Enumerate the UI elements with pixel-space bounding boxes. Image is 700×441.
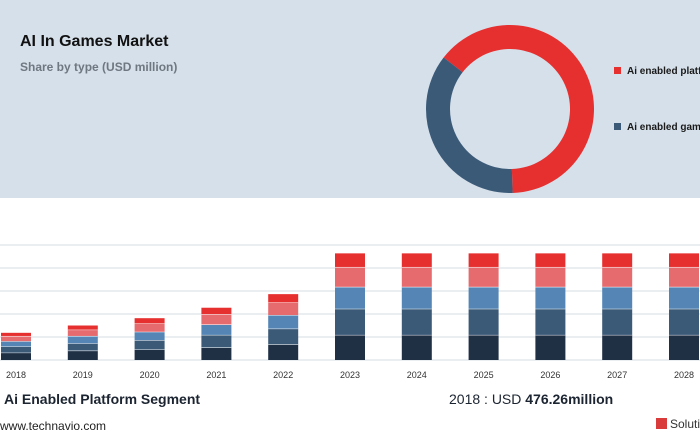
- bar-segment: [535, 266, 566, 287]
- chart-subtitle: Share by type (USD million): [20, 60, 178, 74]
- bar-segment: [401, 308, 432, 335]
- brand-logo: Solutions: [656, 417, 700, 431]
- bar-segment: [268, 328, 299, 345]
- legend-swatch-platform: [614, 67, 621, 74]
- donut-chart: [426, 25, 594, 193]
- bar-segment: [67, 343, 98, 351]
- bar-segment: [335, 286, 365, 309]
- bar-segment: [468, 334, 499, 360]
- bar-segment: [468, 308, 499, 335]
- donut-slice-0: [443, 25, 594, 193]
- bar-segment: [201, 334, 232, 348]
- x-tick-label: 2018: [6, 370, 26, 380]
- brand-text: Solutions: [670, 417, 700, 431]
- bar-segment: [1, 352, 31, 360]
- bar-segment: [1, 341, 31, 347]
- segment-stat-prefix: 2018 : USD: [449, 391, 522, 407]
- bar-segment: [401, 266, 432, 287]
- bar-segment: [669, 308, 699, 335]
- bar-segment: [535, 253, 566, 267]
- segment-stat: 2018 : USD 476.26million: [449, 391, 613, 407]
- x-tick-label: 2024: [407, 370, 427, 380]
- brand-icon: [656, 418, 667, 429]
- bar-segment: [67, 335, 98, 344]
- bar-segment: [602, 286, 633, 309]
- legend-swatch-games: [614, 123, 621, 130]
- bar-segment: [535, 286, 566, 309]
- bar-segment: [335, 308, 365, 335]
- x-tick-label: 2019: [73, 370, 93, 380]
- legend-item-platform: Ai enabled platform: [614, 66, 700, 77]
- bar-segment: [602, 308, 633, 335]
- bar-segment: [669, 253, 699, 267]
- bar-segment: [201, 347, 232, 360]
- bar-segment: [335, 334, 365, 360]
- source-link[interactable]: www.technavio.com: [0, 419, 107, 433]
- x-tick-label: 2025: [474, 370, 494, 380]
- bar-segment: [335, 266, 365, 287]
- segment-stat-value: 476.26million: [525, 391, 614, 407]
- bar-segment: [1, 332, 31, 336]
- bar-segment: [201, 314, 232, 325]
- bar-segment: [67, 325, 98, 330]
- bar-segment: [468, 286, 499, 309]
- x-tick-label: 2020: [140, 370, 160, 380]
- bar-segment: [268, 315, 299, 329]
- x-tick-label: 2027: [607, 370, 627, 380]
- bar-segment: [134, 331, 165, 341]
- chart-title: AI In Games Market: [20, 33, 169, 50]
- bar-segment: [535, 308, 566, 335]
- stacked-bar-chart: 2018 2019 2020 2021 2022 2023 2024 2025 2026 2027…: [0, 244, 700, 380]
- x-tick-label: 2021: [206, 370, 226, 380]
- bar-segment: [268, 294, 299, 303]
- segment-label: Ai Enabled Platform Segment: [4, 391, 201, 407]
- bar-segment: [669, 286, 699, 309]
- bar-segment: [67, 329, 98, 336]
- bar-segment: [134, 349, 165, 360]
- bar-segment: [401, 253, 432, 267]
- bar-segment: [1, 346, 31, 353]
- bar-segment: [669, 334, 699, 360]
- bar-segment: [602, 253, 633, 267]
- bar-segment: [401, 286, 432, 309]
- x-tick-label: 2023: [340, 370, 360, 380]
- bar-segment: [134, 318, 165, 324]
- bar-segment: [134, 323, 165, 332]
- legend-item-games: Ai enabled games: [614, 122, 700, 133]
- bar-segment: [401, 334, 432, 360]
- donut-slice-1: [426, 57, 513, 193]
- x-tick-label: 2028: [674, 370, 694, 380]
- bar-segment: [201, 307, 232, 314]
- bar-segment: [468, 266, 499, 287]
- legend-label-platform: Ai enabled platform: [627, 66, 700, 77]
- bar-segment: [134, 340, 165, 350]
- x-tick-label: 2026: [540, 370, 560, 380]
- bar-segment: [1, 335, 31, 342]
- bar-segment: [67, 350, 98, 360]
- x-tick-label: 2022: [273, 370, 293, 380]
- bar-segment: [669, 266, 699, 287]
- bar-segment: [201, 324, 232, 335]
- bar-segment: [268, 344, 299, 360]
- bar-segment: [468, 253, 499, 267]
- bar-segment: [268, 302, 299, 316]
- bar-segment: [535, 334, 566, 360]
- bar-segment: [335, 253, 365, 267]
- bar-segment: [602, 266, 633, 287]
- legend-label-games: Ai enabled games: [627, 122, 700, 133]
- bar-segment: [602, 334, 633, 360]
